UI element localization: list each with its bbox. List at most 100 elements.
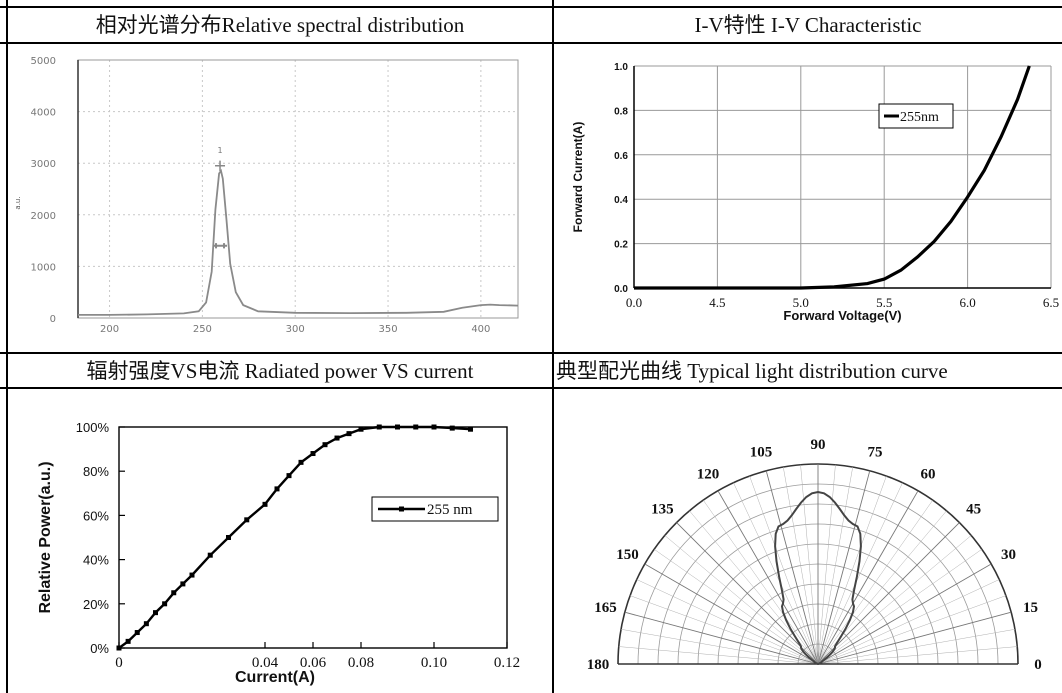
power-data-point	[143, 621, 149, 627]
polar-grid-spoke	[620, 629, 819, 665]
polar-grid-spoke	[817, 563, 992, 665]
power-ytick-label: 0%	[90, 641, 109, 656]
spectrum-plot-frame	[77, 59, 519, 319]
polar-angle-label: 120	[697, 466, 720, 482]
power-data-point	[134, 630, 140, 636]
table-row1-header-border	[0, 42, 1062, 44]
polar-grid-spoke	[817, 629, 1016, 665]
iv-ytick-label: 0.6	[614, 151, 628, 162]
power-legend-label: 255 nm	[427, 502, 473, 518]
polar-angle-label: 150	[616, 547, 639, 563]
polar-grid-spoke	[703, 500, 819, 665]
power-ytick-label: 60%	[83, 508, 109, 523]
power-data-point	[189, 572, 195, 578]
iv-title: I-V特性 I-V Characteristic	[694, 13, 922, 37]
power-data-point	[244, 517, 250, 523]
power-title: 辐射强度VS电流 Radiated power VS current	[86, 359, 474, 383]
polar-angle-label: 60	[921, 466, 936, 482]
polar-angle-label: 15	[1023, 600, 1038, 616]
power-data-point	[207, 552, 213, 558]
polar-grid-spoke	[636, 579, 819, 665]
spectrum-peak-marker	[215, 160, 226, 171]
spectrum-xtick-label: 250	[193, 324, 212, 335]
power-ytick-label: 100%	[76, 420, 110, 435]
spectrum-ylabel: a.u.	[14, 196, 22, 209]
polar-angle-label: 0	[1034, 657, 1042, 673]
spectrum-fwhm-marker	[213, 243, 228, 249]
spectrum-xtick-label: 300	[286, 324, 305, 335]
power-data-point	[431, 424, 437, 430]
polar-grid-spoke	[817, 482, 903, 665]
power-data-point	[346, 431, 352, 437]
power-data-point	[125, 638, 131, 644]
power-xtick-label: 0.08	[348, 655, 374, 671]
power-data-point	[274, 486, 280, 492]
spectrum-ytick-label: 1000	[31, 262, 56, 273]
power-data-point	[262, 501, 268, 507]
polar-grid-spoke	[624, 611, 819, 665]
polar-grid-spoke	[817, 500, 933, 665]
power-chart: 0% 20% 40% 60% 80% 100% 0 0.04 0.06 0.08 0.10 0.12 C…	[37, 420, 520, 686]
polar-angle-label: 90	[811, 437, 826, 453]
polar-grid-spoke	[618, 646, 819, 665]
power-data-point	[226, 535, 231, 540]
table-row-divider	[0, 352, 1062, 354]
power-data-point	[358, 426, 364, 432]
power-data-point	[468, 426, 473, 432]
polar-grid-spoke	[817, 611, 1012, 665]
polar-grid-spoke	[717, 490, 819, 665]
power-series-line	[118, 425, 471, 649]
polar-angle-label: 75	[867, 444, 882, 460]
polar-title: 典型配光曲线 Typical light distribution curve	[556, 359, 948, 383]
polar-grid-spoke	[817, 595, 1007, 665]
polar-grid-spoke	[783, 466, 819, 665]
power-xtick-label: 0	[115, 655, 123, 671]
power-data-point	[162, 601, 168, 607]
table-row2-header-border	[0, 387, 1062, 389]
polar-grid-spoke	[817, 549, 982, 665]
spectrum-ytick-label: 0	[50, 314, 56, 325]
polar-grid-spoke	[664, 535, 819, 665]
power-plot-frame	[118, 426, 508, 649]
spectrum-ytick-label: 2000	[31, 211, 56, 222]
spectrum-xtick-label: 350	[378, 324, 397, 335]
polar-grid-spoke	[817, 475, 887, 665]
polar-chart: 0 15 30 45 60 75 90 105 120 135 150 165 180	[587, 437, 1042, 673]
table-column-divider	[552, 0, 554, 693]
polar-angle-label: 105	[750, 444, 773, 460]
iv-xlabel: Forward Voltage(V)	[783, 308, 901, 323]
power-xtick-label: 0.04	[252, 655, 279, 671]
power-xtick-label: 0.06	[300, 655, 327, 671]
iv-ytick-label: 0.8	[614, 106, 628, 117]
iv-ytick-label: 0.2	[614, 240, 628, 251]
table-top-border	[0, 6, 1062, 8]
power-data-point	[116, 645, 122, 651]
polar-angle-label: 165	[594, 600, 617, 616]
power-xlabel: Current(A)	[235, 669, 315, 686]
power-xtick-label: 0.12	[494, 655, 520, 671]
iv-xtick-label: 5.5	[876, 295, 892, 310]
power-legend-marker	[399, 506, 404, 512]
power-data-point	[334, 435, 340, 441]
polar-grid-spoke	[733, 482, 819, 665]
power-data-point	[322, 442, 328, 448]
spectrum-ytick-label: 5000	[31, 56, 56, 67]
polar-grid-spoke	[749, 475, 819, 665]
iv-ytick-label: 0.0	[614, 284, 628, 295]
power-ytick-label: 20%	[83, 597, 109, 612]
polar-grid-spoke	[817, 535, 972, 665]
power-data-point	[180, 581, 186, 587]
polar-angle-label: 45	[966, 501, 981, 517]
polar-grid-spoke	[800, 464, 819, 665]
power-data-point	[153, 610, 158, 616]
power-ytick-label: 40%	[83, 553, 109, 568]
spectrum-peak-label: 1	[217, 146, 222, 155]
polar-grid-spoke	[817, 522, 960, 665]
polar-angle-label: 30	[1001, 547, 1016, 563]
spectrum-chart: 200 250 300 350 400010002000300040005000a.u.…	[14, 56, 519, 335]
power-xtick-label: 0.10	[421, 655, 447, 671]
polar-grid-spoke	[817, 466, 853, 665]
iv-xtick-label: 4.5	[709, 295, 725, 310]
power-data-point	[395, 424, 400, 430]
polar-distribution-curve	[774, 490, 862, 666]
